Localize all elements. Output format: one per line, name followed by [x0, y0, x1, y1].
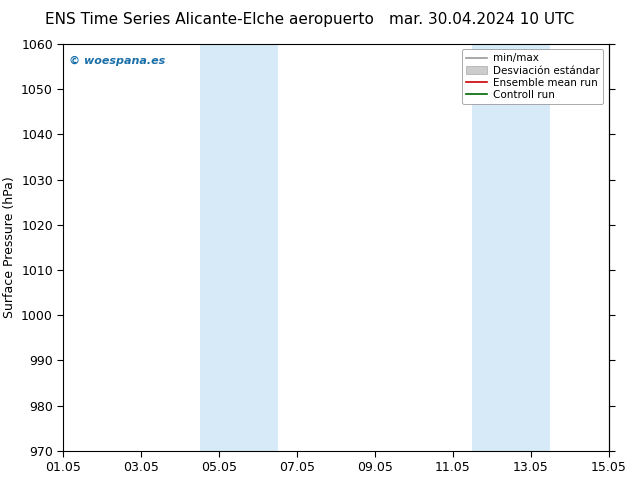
Bar	[200, 44, 238, 451]
Legend: min/max, Desviación estándar, Ensemble mean run, Controll run: min/max, Desviación estándar, Ensemble m…	[462, 49, 604, 104]
Bar	[238, 44, 278, 451]
Bar	[511, 44, 550, 451]
Text: mar. 30.04.2024 10 UTC: mar. 30.04.2024 10 UTC	[389, 12, 574, 27]
Bar	[472, 44, 511, 451]
Text: ENS Time Series Alicante-Elche aeropuerto: ENS Time Series Alicante-Elche aeropuert…	[45, 12, 373, 27]
Text: © woespana.es: © woespana.es	[69, 56, 165, 66]
Y-axis label: Surface Pressure (hPa): Surface Pressure (hPa)	[3, 176, 16, 318]
